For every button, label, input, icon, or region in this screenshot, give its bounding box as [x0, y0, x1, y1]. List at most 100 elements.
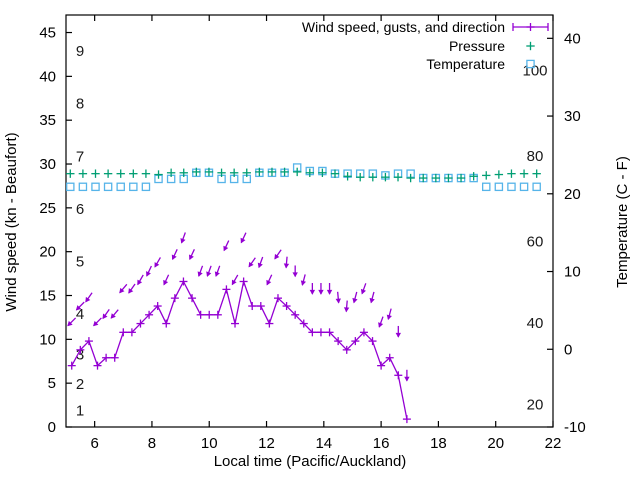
arrow-head — [300, 280, 307, 286]
x-tick-label: 14 — [315, 435, 332, 452]
wind-direction-arrow — [352, 291, 358, 304]
arrow-head — [274, 253, 280, 260]
wind-direction-arrow — [300, 274, 307, 286]
arrow-head — [154, 262, 160, 268]
temperature-marker — [103, 182, 113, 192]
plot-frame — [65, 14, 554, 428]
wind-direction-arrow — [214, 265, 221, 277]
wind-direction-arrow — [163, 274, 170, 286]
arrow-head — [189, 254, 194, 261]
y-tick-label-left: 10 — [39, 331, 56, 348]
wind-direction-arrow — [223, 240, 230, 252]
x-tick-label: 12 — [258, 435, 275, 452]
temperature-marker — [141, 182, 151, 192]
temperature-marker — [66, 182, 75, 192]
legend-marker — [526, 59, 535, 69]
x-axis-title: Local time (Pacific/Auckland) — [214, 453, 407, 470]
wind-direction-arrow — [85, 292, 93, 303]
wind-direction-arrow — [75, 301, 85, 311]
arrow-head — [283, 263, 290, 269]
wind-direction-arrow — [266, 274, 273, 286]
arrow-head — [102, 313, 108, 320]
beaufort-label: 7 — [76, 148, 84, 165]
temperature-marker — [519, 182, 529, 192]
chart-legend: Wind speed, gusts, and direction Pressure… — [302, 19, 549, 72]
y-axis-right-title: Temperature (C - F) — [614, 156, 631, 288]
wind-direction-arrow — [274, 249, 282, 260]
arrow-head — [266, 279, 272, 286]
y-axis-left-title: Wind speed (kn - Beaufort) — [3, 132, 20, 311]
temperature-marker — [494, 182, 504, 192]
plot-border — [65, 14, 554, 428]
arrow-head — [206, 271, 212, 277]
beaufort-scale-labels: 1 2 3 4 5 6 7 8 9 — [76, 43, 84, 419]
legend-label[interactable]: Pressure — [449, 38, 505, 54]
wind-direction-arrow — [257, 256, 264, 269]
wind-direction-arrow — [343, 300, 350, 313]
beaufort-label: 9 — [76, 43, 84, 60]
wind-direction-arrow — [180, 232, 186, 244]
fahrenheit-scale-labels: 20 40 60 80 100 — [522, 62, 547, 413]
wind-direction-arrow — [137, 274, 144, 286]
beaufort-label: 5 — [76, 253, 84, 270]
fahrenheit-label: 20 — [527, 397, 544, 414]
arrow-head — [395, 332, 401, 338]
wind-direction-arrow — [102, 309, 110, 320]
arrow-head — [171, 254, 177, 261]
arrow-head — [128, 288, 134, 294]
beaufort-label: 2 — [76, 376, 84, 393]
legend-label[interactable]: Wind speed, gusts, and direction — [302, 19, 505, 35]
wind-direction-arrow — [128, 283, 136, 294]
arrow-head — [318, 289, 324, 295]
wind-direction-arrow — [171, 249, 178, 261]
wind-direction-arrow — [240, 232, 247, 244]
arrow-head — [163, 279, 169, 286]
y-tick-label-left: 25 — [39, 200, 56, 217]
temperature-marker — [507, 182, 516, 192]
y-tick-label-left: 40 — [39, 68, 56, 85]
wind-direction-arrows — [67, 232, 410, 382]
arrow-head — [110, 313, 116, 319]
arrow-head — [326, 289, 333, 295]
x-tick-label: 22 — [545, 435, 562, 452]
wind-direction-arrow — [119, 283, 128, 294]
wind-direction-arrow — [154, 257, 161, 268]
wind-direction-arrow — [110, 309, 119, 319]
y-axis-left-ticks: 0 5 10 15 20 25 30 35 40 45 — [39, 25, 72, 436]
arrow-head — [335, 298, 341, 304]
beaufort-label: 8 — [76, 96, 84, 113]
x-tick-label: 10 — [201, 435, 218, 452]
pressure-series — [66, 167, 541, 183]
wind-direction-arrow — [231, 274, 239, 286]
arrow-head — [369, 297, 375, 304]
fahrenheit-label: 40 — [527, 315, 544, 332]
arrow-head — [343, 307, 350, 313]
x-tick-label: 20 — [487, 435, 504, 452]
arrow-head — [309, 289, 316, 295]
wind-direction-arrow — [248, 257, 256, 268]
temperature-marker — [129, 182, 138, 192]
y-tick-label-right: 30 — [564, 108, 581, 125]
y-tick-label-left: 45 — [39, 25, 56, 42]
wind-direction-arrow — [360, 283, 367, 295]
legend-label[interactable]: Temperature — [426, 56, 505, 72]
arrow-head — [231, 279, 237, 286]
wind-direction-arrow — [335, 291, 341, 304]
x-tick-label: 6 — [90, 435, 98, 452]
wind-direction-arrow — [206, 265, 212, 277]
wind-direction-arrow — [369, 291, 375, 304]
arrow-head — [404, 376, 410, 382]
arrow-head — [180, 238, 186, 244]
arrow-head — [85, 296, 91, 303]
x-axis-ticks: 6 8 10 12 14 16 18 20 22 — [90, 15, 561, 452]
beaufort-label: 4 — [76, 306, 84, 323]
wind-direction-arrow — [318, 282, 324, 295]
arrow-head — [214, 271, 220, 277]
wind-direction-arrow — [283, 256, 290, 269]
arrow-head — [257, 262, 263, 269]
beaufort-label: 1 — [76, 402, 84, 419]
arrow-head — [386, 314, 392, 321]
wind-direction-arrow — [386, 308, 392, 321]
